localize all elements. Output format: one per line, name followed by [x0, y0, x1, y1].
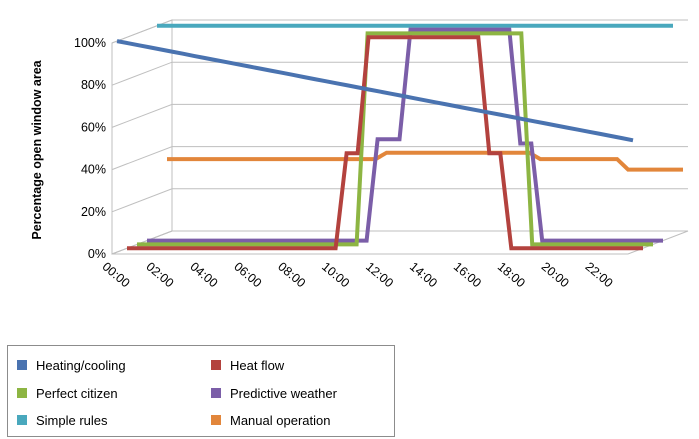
legend-label: Perfect citizen [36, 385, 118, 401]
side-wall [111, 19, 173, 255]
gridline [111, 188, 688, 213]
x-tick-label: 22:00 [583, 259, 616, 290]
legend-swatch [211, 415, 221, 425]
x-tick-label: 16:00 [451, 259, 484, 290]
legend-item-heating-cooling: Heating/cooling [17, 356, 126, 374]
legend-swatch [17, 415, 27, 425]
chart-area: 0%20%40%60%80%100% 00:00 02:00 04:00 06:00 0… [30, 19, 689, 290]
y-tick-label: 80% [81, 78, 106, 92]
series-line-heat-flow [127, 35, 643, 251]
legend-label: Simple rules [36, 412, 108, 428]
legend-swatch [211, 388, 221, 398]
x-tick-label: 18:00 [495, 259, 528, 290]
x-tick-label: 10:00 [319, 259, 352, 290]
legend-item-manual-operation: Manual operation [211, 411, 330, 429]
legend: Heating/cooling Heat flow Perfect citize… [7, 345, 395, 437]
series-lines [116, 23, 683, 251]
legend-item-predictive-weather: Predictive weather [211, 384, 337, 402]
y-tick-label: 60% [81, 120, 106, 134]
y-tick-labels: 0% 20% 40% 60% 80% 100% [74, 36, 106, 261]
series-line-manual-operation [167, 150, 683, 172]
gridline [111, 61, 688, 86]
legend-item-perfect-citizen: Perfect citizen [17, 384, 118, 402]
x-tick-label: 14:00 [407, 259, 440, 290]
x-tick-label: 12:00 [363, 259, 396, 290]
series-line-heating-cooling [116, 39, 634, 143]
y-tick-label: 20% [81, 205, 106, 219]
y-axis-label: Percentage open window area [30, 59, 44, 239]
series-line-perfect-citizen [137, 31, 653, 247]
legend-label: Manual operation [230, 412, 331, 428]
x-tick-label: 20:00 [539, 259, 572, 290]
legend-swatch [17, 388, 27, 398]
legend-label: Heating/cooling [36, 357, 126, 373]
series-line-predictive-weather [147, 27, 663, 243]
y-tick-label: 0% [88, 247, 106, 261]
x-tick-label: 06:00 [231, 259, 264, 290]
legend-label: Heat flow [230, 357, 285, 373]
x-tick-label: 02:00 [143, 259, 176, 290]
y-tick-label: 100% [74, 36, 106, 50]
y-tick-label: 40% [81, 163, 106, 177]
legend-swatch [17, 360, 27, 370]
legend-swatch [211, 360, 221, 370]
legend-item-heat-flow: Heat flow [211, 356, 284, 374]
x-tick-label: 00:00 [100, 259, 133, 290]
legend-label: Predictive weather [230, 385, 337, 401]
x-tick-label: 08:00 [275, 259, 308, 290]
legend-item-simple-rules: Simple rules [17, 411, 108, 429]
x-tick-label: 04:00 [187, 259, 220, 290]
gridline [111, 19, 688, 44]
x-tick-labels: 00:00 02:00 04:00 06:00 08:00 10:00 12:00 14:00… [100, 259, 616, 290]
gridline [111, 146, 688, 171]
